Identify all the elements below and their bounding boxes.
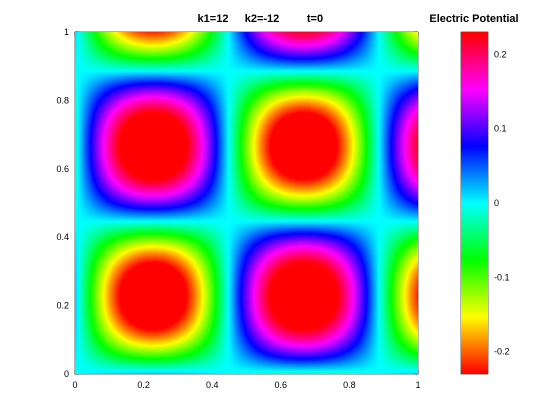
colorbar-tick-label: -0.1 [494, 272, 510, 282]
y-tick-label: 0.8 [56, 95, 69, 105]
x-tick-label: 0.4 [206, 380, 219, 390]
colorbar-title: Electric Potential [429, 13, 518, 25]
colorbar-tick-label: 0.1 [494, 124, 507, 134]
y-tick-label: 0.2 [56, 301, 69, 311]
heatmap [75, 32, 418, 374]
y-tick-label: 0.4 [56, 232, 69, 242]
colorbar-tick-label: 0.2 [494, 49, 507, 59]
title-t: t=0 [307, 13, 323, 25]
x-tick-label: 1 [415, 380, 420, 390]
title-k2: k2=-12 [245, 13, 280, 25]
title-k1: k1=12 [198, 13, 229, 25]
x-tick-label: 0 [72, 380, 77, 390]
y-tick-label: 0 [64, 369, 69, 379]
x-tick-label: 0.2 [137, 380, 150, 390]
colorbar [461, 32, 488, 374]
colorbar-tick-label: 0 [494, 198, 499, 208]
y-tick-label: 1 [64, 27, 69, 37]
colorbar-tick-label: -0.2 [494, 347, 510, 357]
x-tick-label: 0.6 [275, 380, 288, 390]
x-tick-label: 0.8 [343, 380, 356, 390]
y-tick-label: 0.6 [56, 164, 69, 174]
